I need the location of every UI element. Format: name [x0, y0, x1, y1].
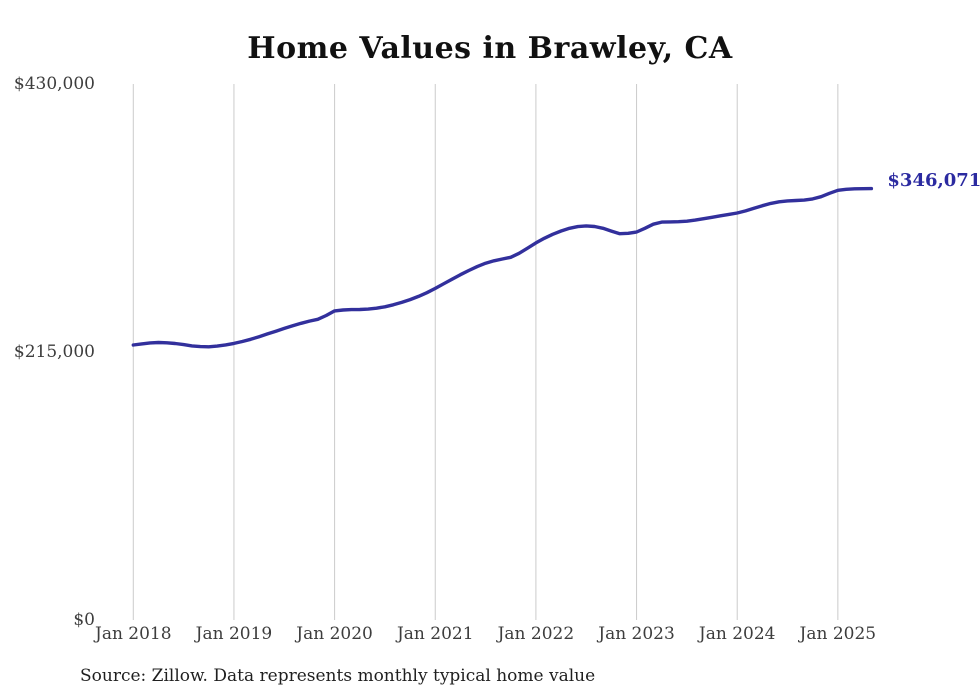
- chart-title: Home Values in Brawley, CA: [247, 31, 733, 66]
- x-axis-tick-label: Jan 2023: [598, 624, 675, 644]
- y-axis-tick-label: $430,000: [13, 74, 95, 94]
- y-axis-tick-label: $0: [73, 610, 95, 630]
- x-axis-tick-label: Jan 2019: [195, 624, 273, 644]
- source-note: Source: Zillow. Data represents monthly …: [80, 666, 596, 686]
- x-axis-tick-label: Jan 2021: [396, 624, 474, 644]
- home-value-line: [131, 186, 874, 349]
- line-end-value-label: $346,071: [887, 169, 980, 191]
- y-axis-tick-label: $215,000: [13, 342, 95, 362]
- x-axis-tick-label: Jan 2022: [497, 624, 575, 644]
- x-axis-tick-label: Jan 2025: [799, 624, 877, 644]
- x-axis-tick-label: Jan 2020: [296, 624, 373, 644]
- x-axis-tick-label: Jan 2018: [95, 624, 172, 644]
- x-axis-tick-label: Jan 2024: [698, 624, 776, 644]
